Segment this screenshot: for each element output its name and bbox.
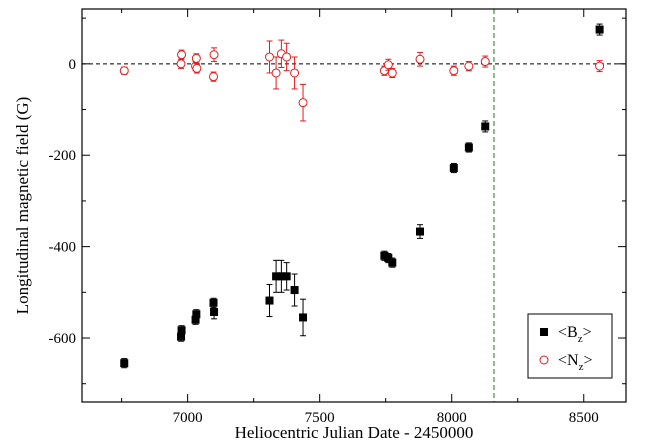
- data-point: [192, 63, 202, 73]
- axis-ticks: 7000 7500 8000 8500 -600 -400 -200 0: [49, 9, 626, 426]
- data-point: [480, 57, 490, 67]
- data-point: [191, 315, 200, 324]
- data-point: [290, 68, 300, 78]
- data-point: [177, 50, 187, 60]
- data-point: [271, 68, 281, 78]
- data-point: [177, 332, 186, 341]
- data-point: [264, 52, 274, 62]
- series-nz: [119, 39, 605, 122]
- data-point: [481, 122, 490, 131]
- x-tick-label: 7000: [173, 410, 203, 426]
- data-point: [415, 54, 425, 64]
- data-point: [209, 72, 219, 82]
- legend-label: <Bz>: [558, 324, 592, 345]
- data-point: [388, 258, 397, 267]
- data-point: [449, 66, 459, 76]
- data-point: [209, 50, 219, 60]
- data-point: [464, 61, 474, 71]
- y-tick-label: -600: [49, 331, 77, 347]
- data-point: [387, 68, 397, 78]
- data-point: [290, 286, 299, 295]
- legend-marker: [540, 328, 548, 336]
- data-point: [119, 66, 129, 76]
- data-point: [120, 359, 129, 368]
- x-axis-title: Heliocentric Julian Date - 2450000: [235, 423, 474, 442]
- legend: <Bz> <Nz>: [527, 313, 613, 379]
- data-point: [191, 53, 201, 63]
- data-point: [177, 326, 186, 335]
- y-axis-title: Longitudinal magnetic field (G): [13, 97, 32, 315]
- data-point: [464, 143, 473, 152]
- legend-label: <Nz>: [558, 352, 593, 373]
- data-point: [210, 307, 219, 316]
- data-point: [272, 272, 281, 281]
- legend-box: [527, 313, 613, 379]
- y-tick-label: -400: [49, 240, 77, 256]
- data-point: [449, 164, 458, 173]
- y-tick-label: -200: [49, 148, 77, 164]
- data-point: [282, 52, 292, 62]
- x-tick-label: 8500: [569, 410, 599, 426]
- data-point: [383, 60, 393, 70]
- data-point: [265, 296, 274, 305]
- legend-marker: [539, 355, 549, 365]
- data-point: [176, 59, 186, 69]
- data-point: [595, 25, 604, 34]
- data-point: [192, 310, 201, 319]
- x-tick-label: 7500: [305, 410, 335, 426]
- plot-content: [82, 9, 626, 402]
- x-tick-label: 8000: [437, 410, 467, 426]
- data-point: [277, 272, 286, 281]
- plot-frame: [81, 8, 627, 403]
- data-point: [384, 254, 393, 263]
- series-bz: [120, 23, 604, 369]
- y-tick-label: 0: [69, 57, 77, 73]
- data-point: [299, 313, 308, 322]
- data-point: [298, 98, 308, 108]
- data-point: [282, 272, 291, 281]
- data-point: [209, 298, 218, 307]
- data-point: [416, 227, 425, 236]
- data-point: [595, 61, 605, 71]
